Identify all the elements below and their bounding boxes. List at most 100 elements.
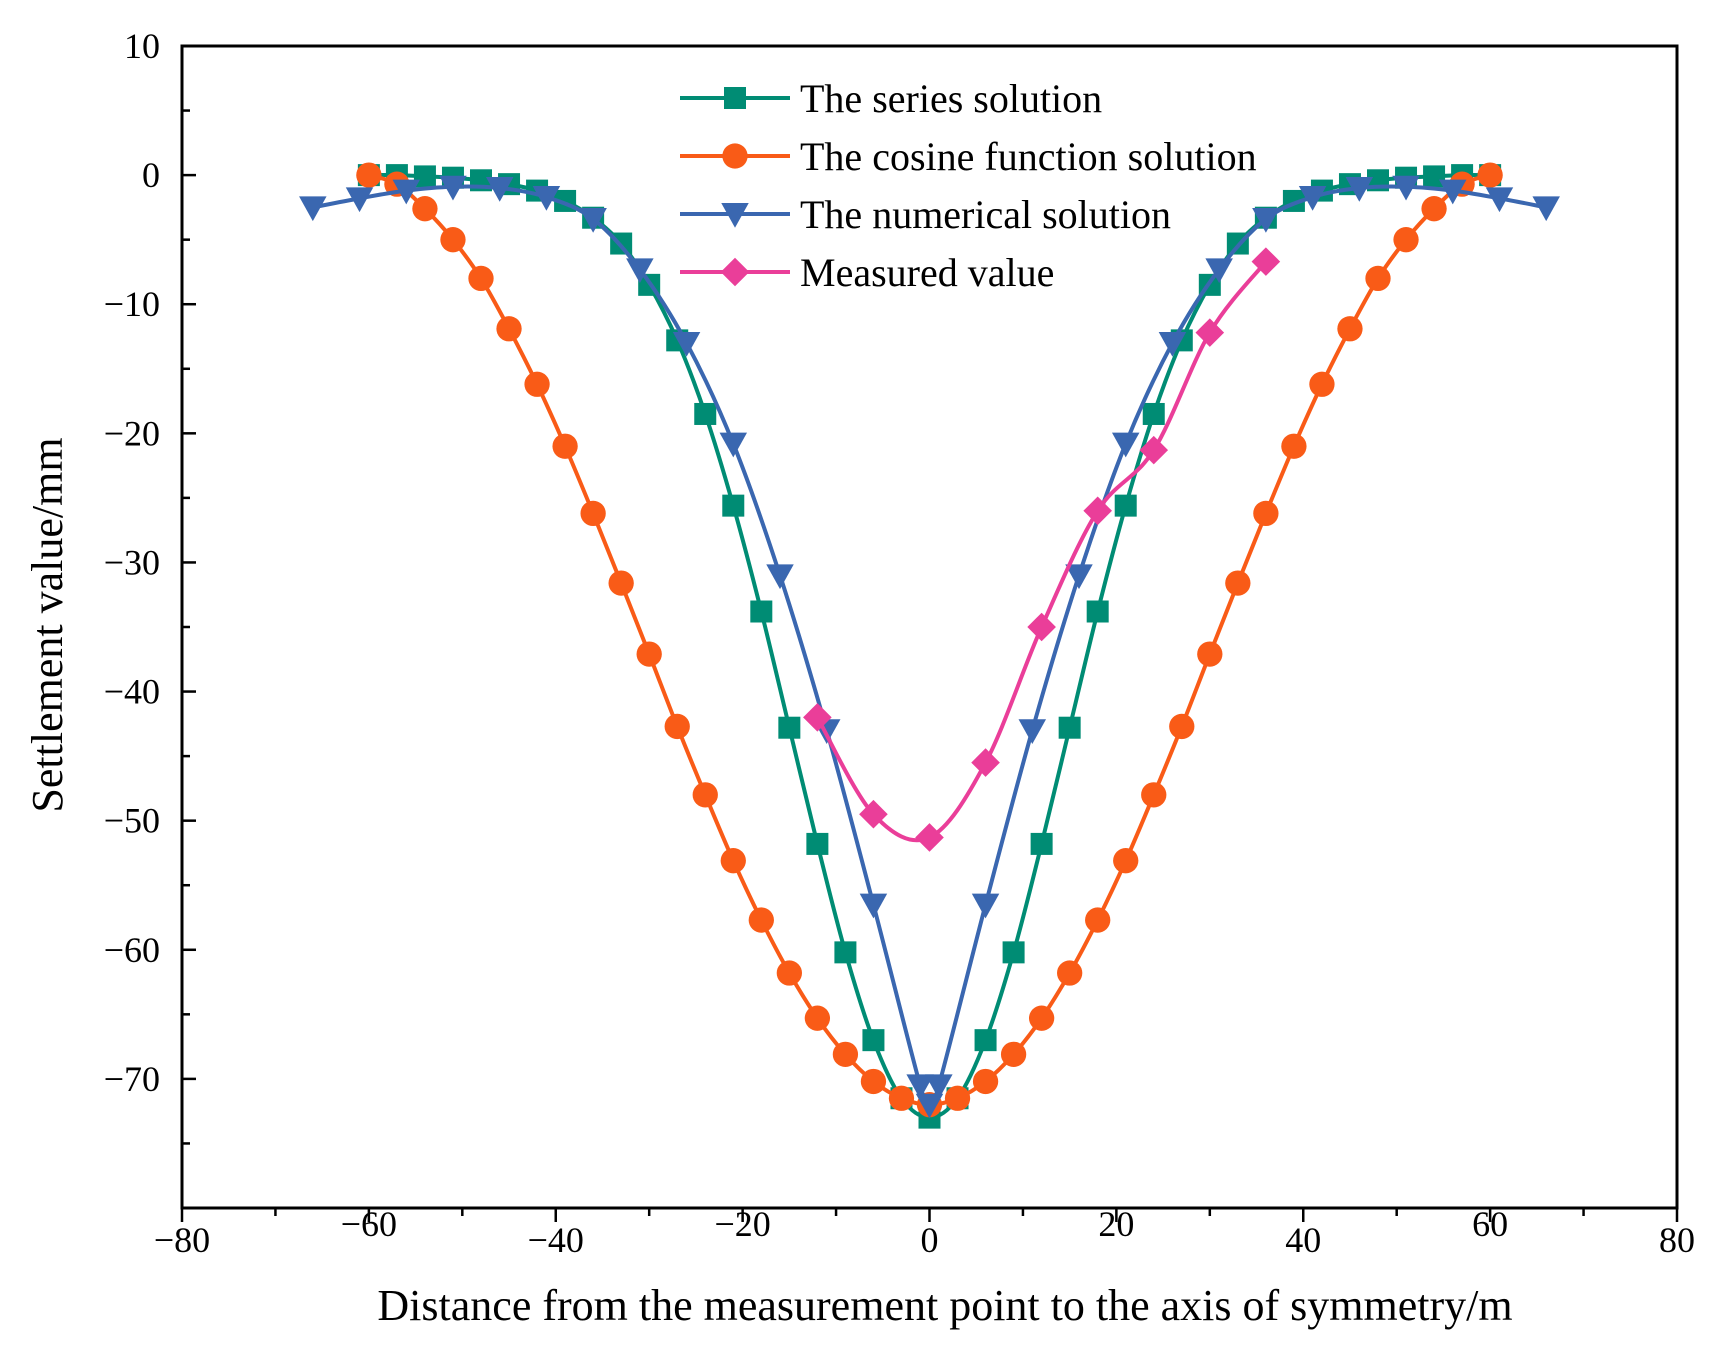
data-point [485,177,514,202]
data-point [299,196,327,222]
data-point [1141,782,1167,808]
data-point [552,433,578,459]
data-point [1065,564,1093,590]
data-point [722,494,745,517]
y-tick-label: −30 [104,542,160,582]
data-point [664,713,690,740]
data-point [580,500,606,527]
data-point [1169,713,1195,740]
y-tick-label: −60 [104,930,160,970]
series-layer [299,162,1560,1129]
data-point [1309,371,1335,397]
data-point [972,1068,999,1095]
y-tick-label: 0 [142,155,160,195]
x-axis-tick-labels: −80 −60 −40 −20 0 20 40 60 80 [154,1204,1695,1260]
y-axis-tick-labels: 10 0 −10 −20 −30 −40 −50 −60 −70 [104,26,160,1099]
legend-item: The series solution [680,76,1102,121]
data-point [1421,196,1447,222]
legend-item: The cosine function solution [680,134,1257,179]
legend-label: The cosine function solution [800,134,1257,179]
data-point [1030,832,1053,855]
data-point [532,186,561,211]
data-point [806,832,829,855]
data-point [1337,316,1363,342]
series-2 [356,162,1503,1118]
x-axis-ticks [180,1208,1679,1222]
data-point [636,641,662,667]
data-point [1298,186,1327,211]
data-point [1225,570,1251,596]
y-tick-label: −40 [104,672,160,712]
x-tick-label: −20 [714,1204,770,1244]
legend-marker [721,203,749,228]
data-point [1439,179,1467,205]
y-tick-label: 10 [124,26,160,66]
data-point [803,703,832,732]
data-point [971,893,1000,919]
x-tick-label: −40 [528,1220,584,1260]
data-point [944,1085,971,1111]
data-point [672,331,701,357]
legend-marker [724,87,746,109]
data-point [925,1074,953,1100]
data-point [859,893,888,919]
series-line [368,173,1491,1120]
data-point [719,432,748,458]
data-point [804,1005,831,1031]
x-tick-label: −80 [154,1220,210,1260]
data-point [834,941,857,964]
data-point [1114,494,1137,517]
legend-marker [722,143,748,169]
x-tick-label: 0 [921,1220,939,1260]
data-point [1113,848,1139,874]
data-point [413,165,436,188]
data-point [1002,941,1025,964]
data-point [1083,496,1112,526]
data-point [468,265,494,292]
y-axis-title: Settlement value/mm [23,437,72,812]
data-point [1393,227,1419,253]
data-point [915,1093,944,1119]
data-point [1252,208,1280,233]
data-point [1485,187,1514,213]
data-point [906,1074,934,1100]
data-point [692,782,718,808]
x-tick-label: 20 [1098,1204,1134,1244]
data-point [1058,716,1081,739]
legend-item: Measured value [680,250,1054,295]
data-point [392,179,420,205]
data-point [1139,435,1169,465]
data-point [720,848,746,874]
x-tick-label: −60 [341,1204,397,1244]
data-point [888,1085,915,1111]
x-tick-label: 80 [1659,1220,1695,1260]
data-point [356,162,382,188]
data-point [412,196,438,222]
y-tick-label: −20 [104,413,160,453]
data-point [1281,433,1307,459]
data-point [579,208,607,233]
data-point [608,570,634,596]
data-point [915,823,944,852]
data-point [1000,1041,1027,1068]
data-point [439,175,467,201]
legend-marker [720,257,750,287]
data-point [1111,432,1140,458]
data-point [1365,265,1391,292]
legend: The series solution The cosine function s… [680,76,1257,295]
data-point [748,907,774,933]
data-point [832,1041,859,1068]
data-point [1028,1005,1055,1031]
data-point [860,1068,887,1095]
data-point [1085,907,1111,933]
data-point [1205,258,1233,284]
data-point [1423,165,1446,188]
series-4 [803,247,1281,852]
data-point [750,600,773,623]
data-point [694,402,717,425]
data-point [1158,331,1187,357]
data-point [971,748,1000,777]
y-axis-ticks [182,44,196,1145]
data-point [1251,247,1281,276]
